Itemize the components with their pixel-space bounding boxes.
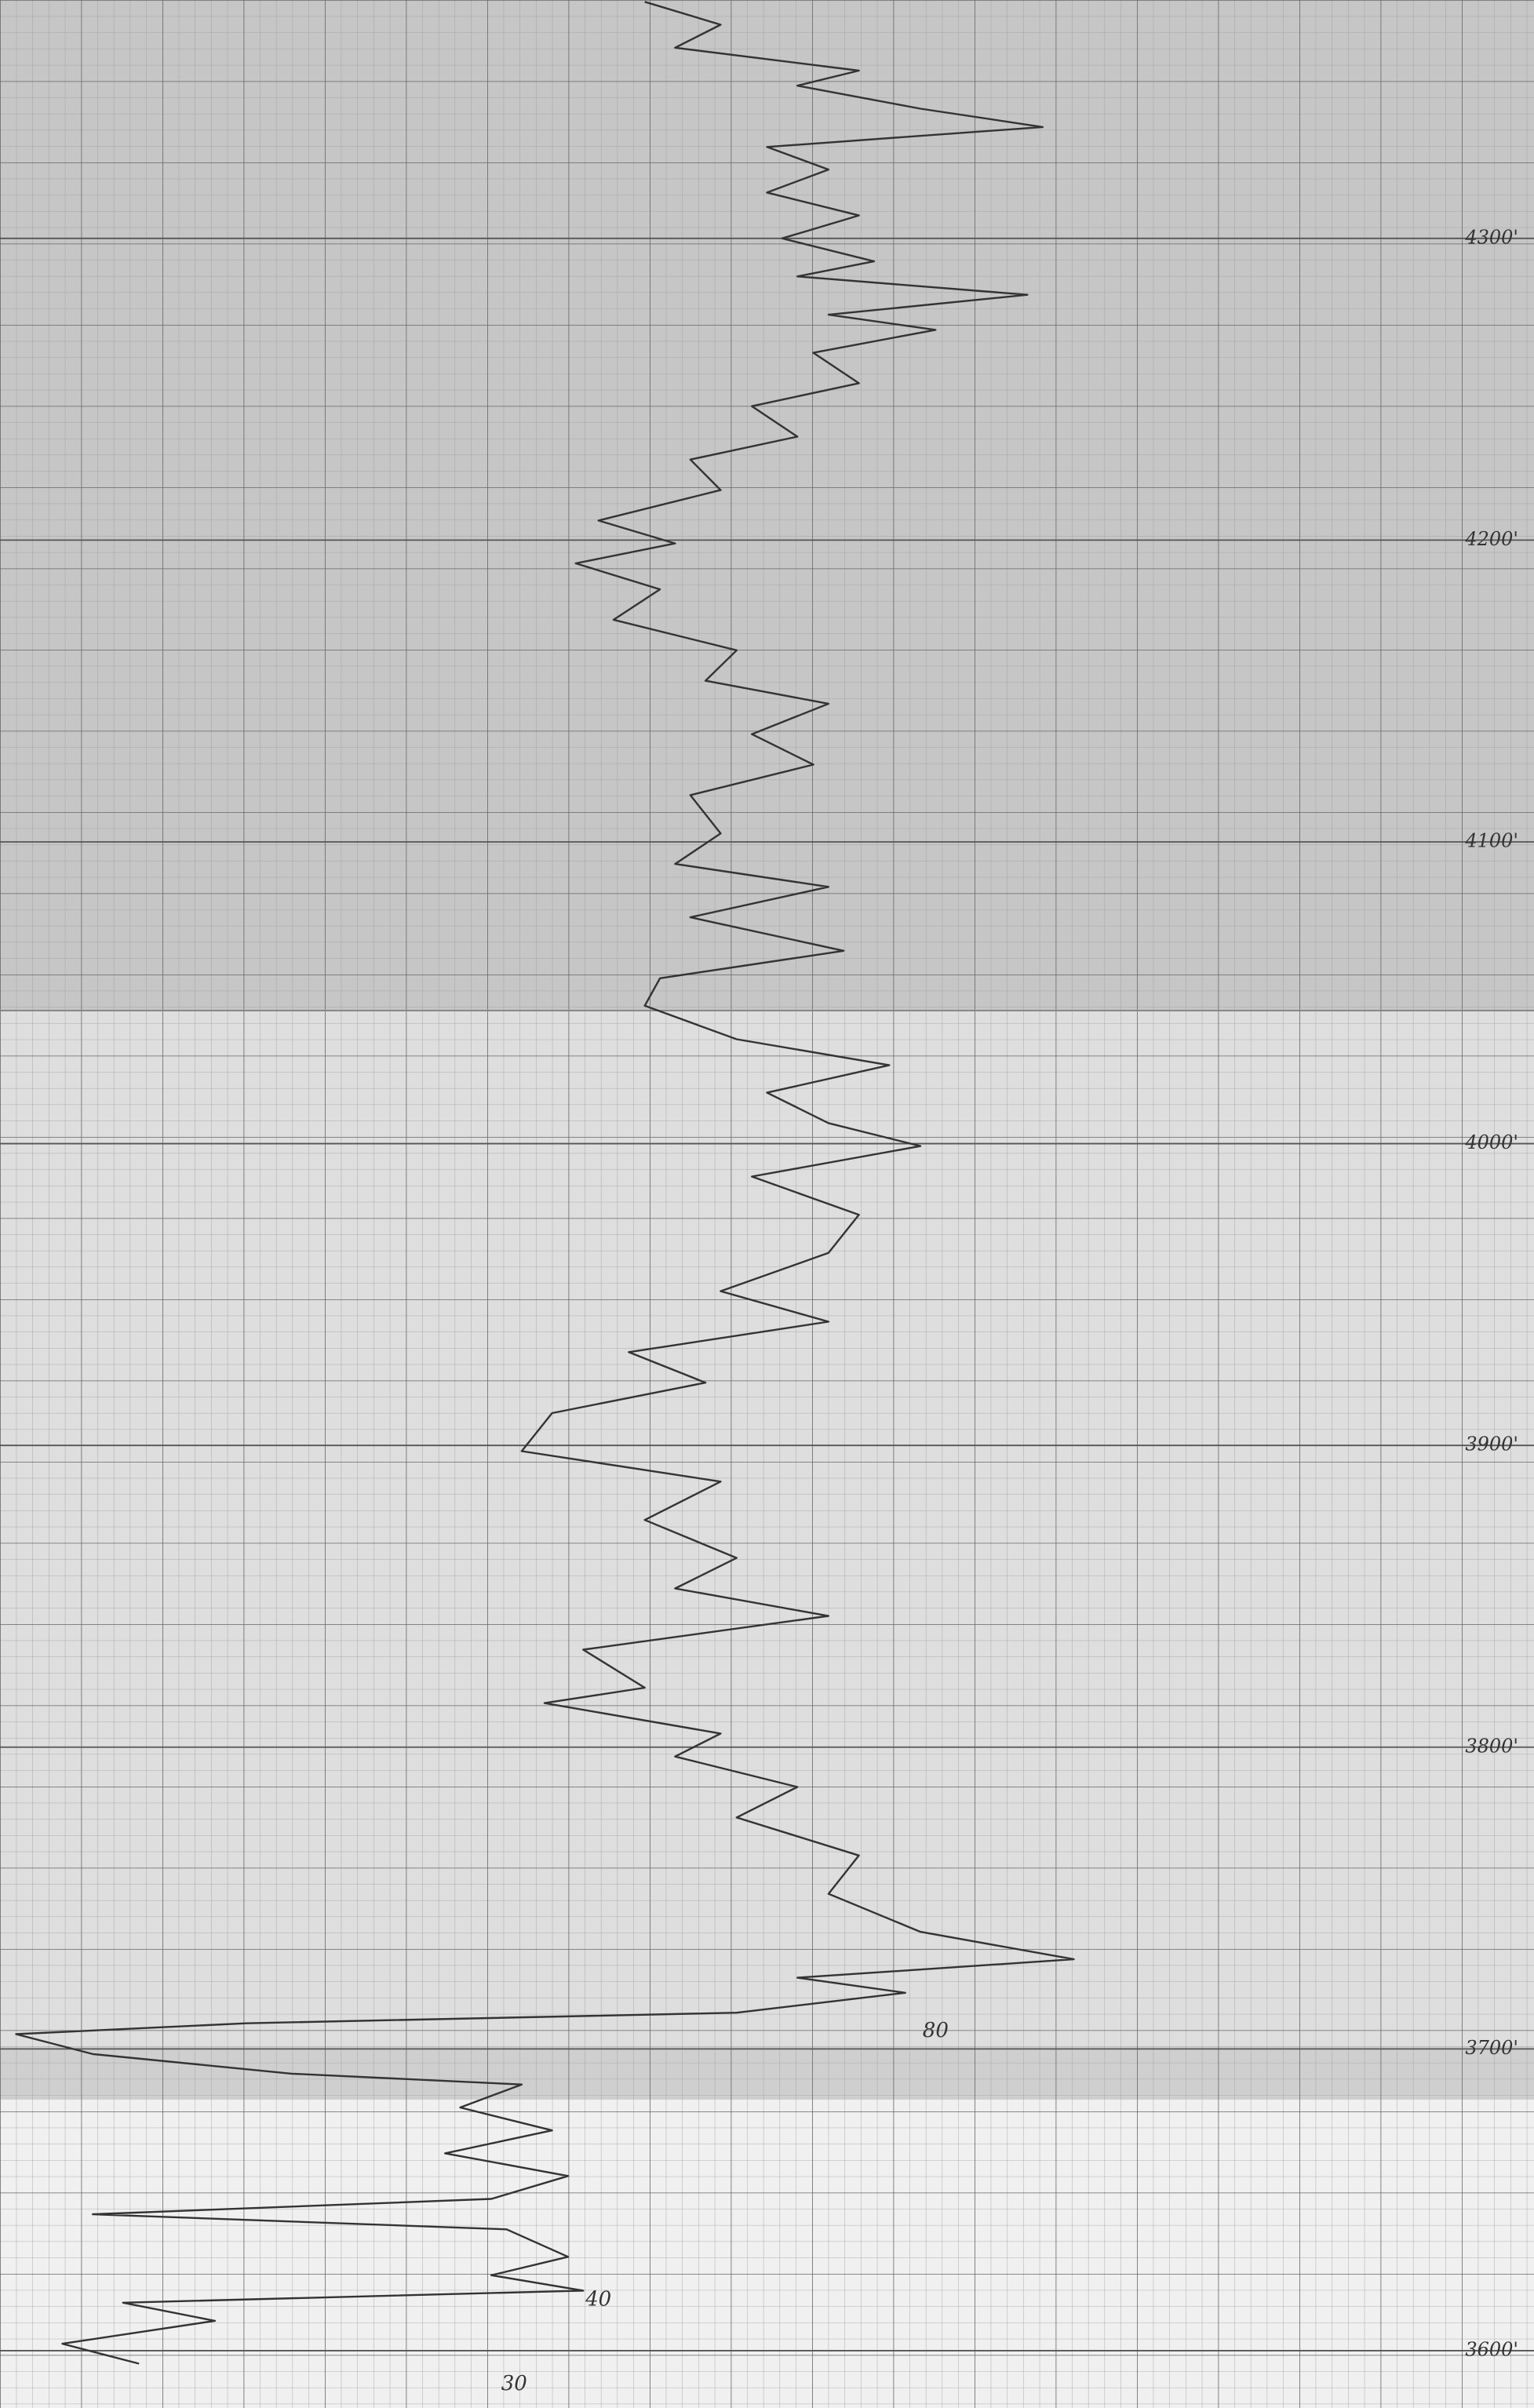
depth-label: 3700' (1465, 2037, 1518, 2059)
scale-annotation: 40 (585, 2287, 611, 2311)
scale-annotation: 30 (501, 2372, 527, 2395)
depth-label: 3800' (1465, 1735, 1518, 1757)
depth-label: 4200' (1464, 528, 1518, 550)
depth-label: 4000' (1464, 1131, 1518, 1153)
depth-label: 3600' (1465, 2338, 1518, 2360)
depth-label: 4300' (1464, 226, 1518, 248)
depth-label: 3900' (1465, 1434, 1518, 1455)
depth-label: 4100' (1464, 829, 1518, 851)
log-trace (15, 1, 1075, 2365)
scale-annotation: 80 (923, 2019, 949, 2042)
